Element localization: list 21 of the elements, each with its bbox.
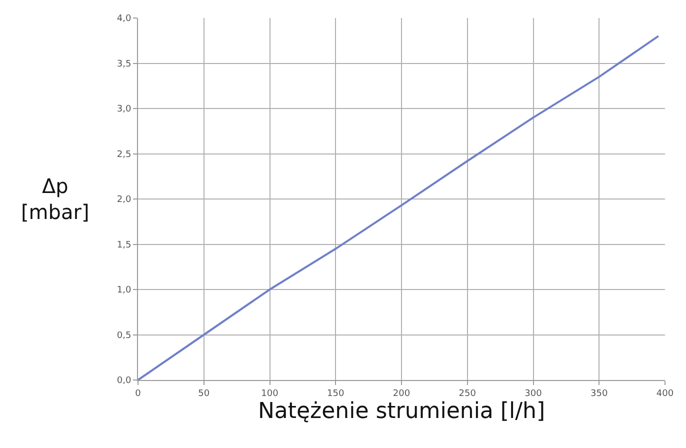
x-tick-label: 250 (458, 388, 476, 399)
y-tick-label: 2,0 (116, 195, 132, 206)
y-tick-label: 2,5 (116, 150, 132, 160)
y-axis-title: Δp [mbar] (21, 174, 90, 224)
y-tick-label: 1,5 (116, 240, 132, 250)
x-tick-label: 0 (135, 388, 142, 399)
x-tick-label: 200 (392, 388, 410, 399)
x-tick-label: 300 (524, 388, 542, 399)
y-tick-label: 4,0 (116, 14, 132, 24)
x-tick-label: 100 (261, 388, 279, 399)
line-series (138, 35, 660, 380)
x-tick-label: 50 (198, 388, 210, 399)
x-tick-label: 350 (590, 388, 608, 399)
y-tick-label: 3,0 (116, 104, 132, 115)
x-tick-label: 150 (327, 388, 344, 399)
y-tick-label: 3,5 (116, 59, 132, 70)
y-tick-label: 0,5 (116, 330, 132, 341)
x-axis-title: Natężenie strumienia [l/h] (258, 398, 546, 424)
x-tick-label: 400 (656, 388, 674, 399)
y-tick-label: 1,0 (116, 286, 132, 296)
y-tick-label: 0,0 (116, 376, 132, 386)
